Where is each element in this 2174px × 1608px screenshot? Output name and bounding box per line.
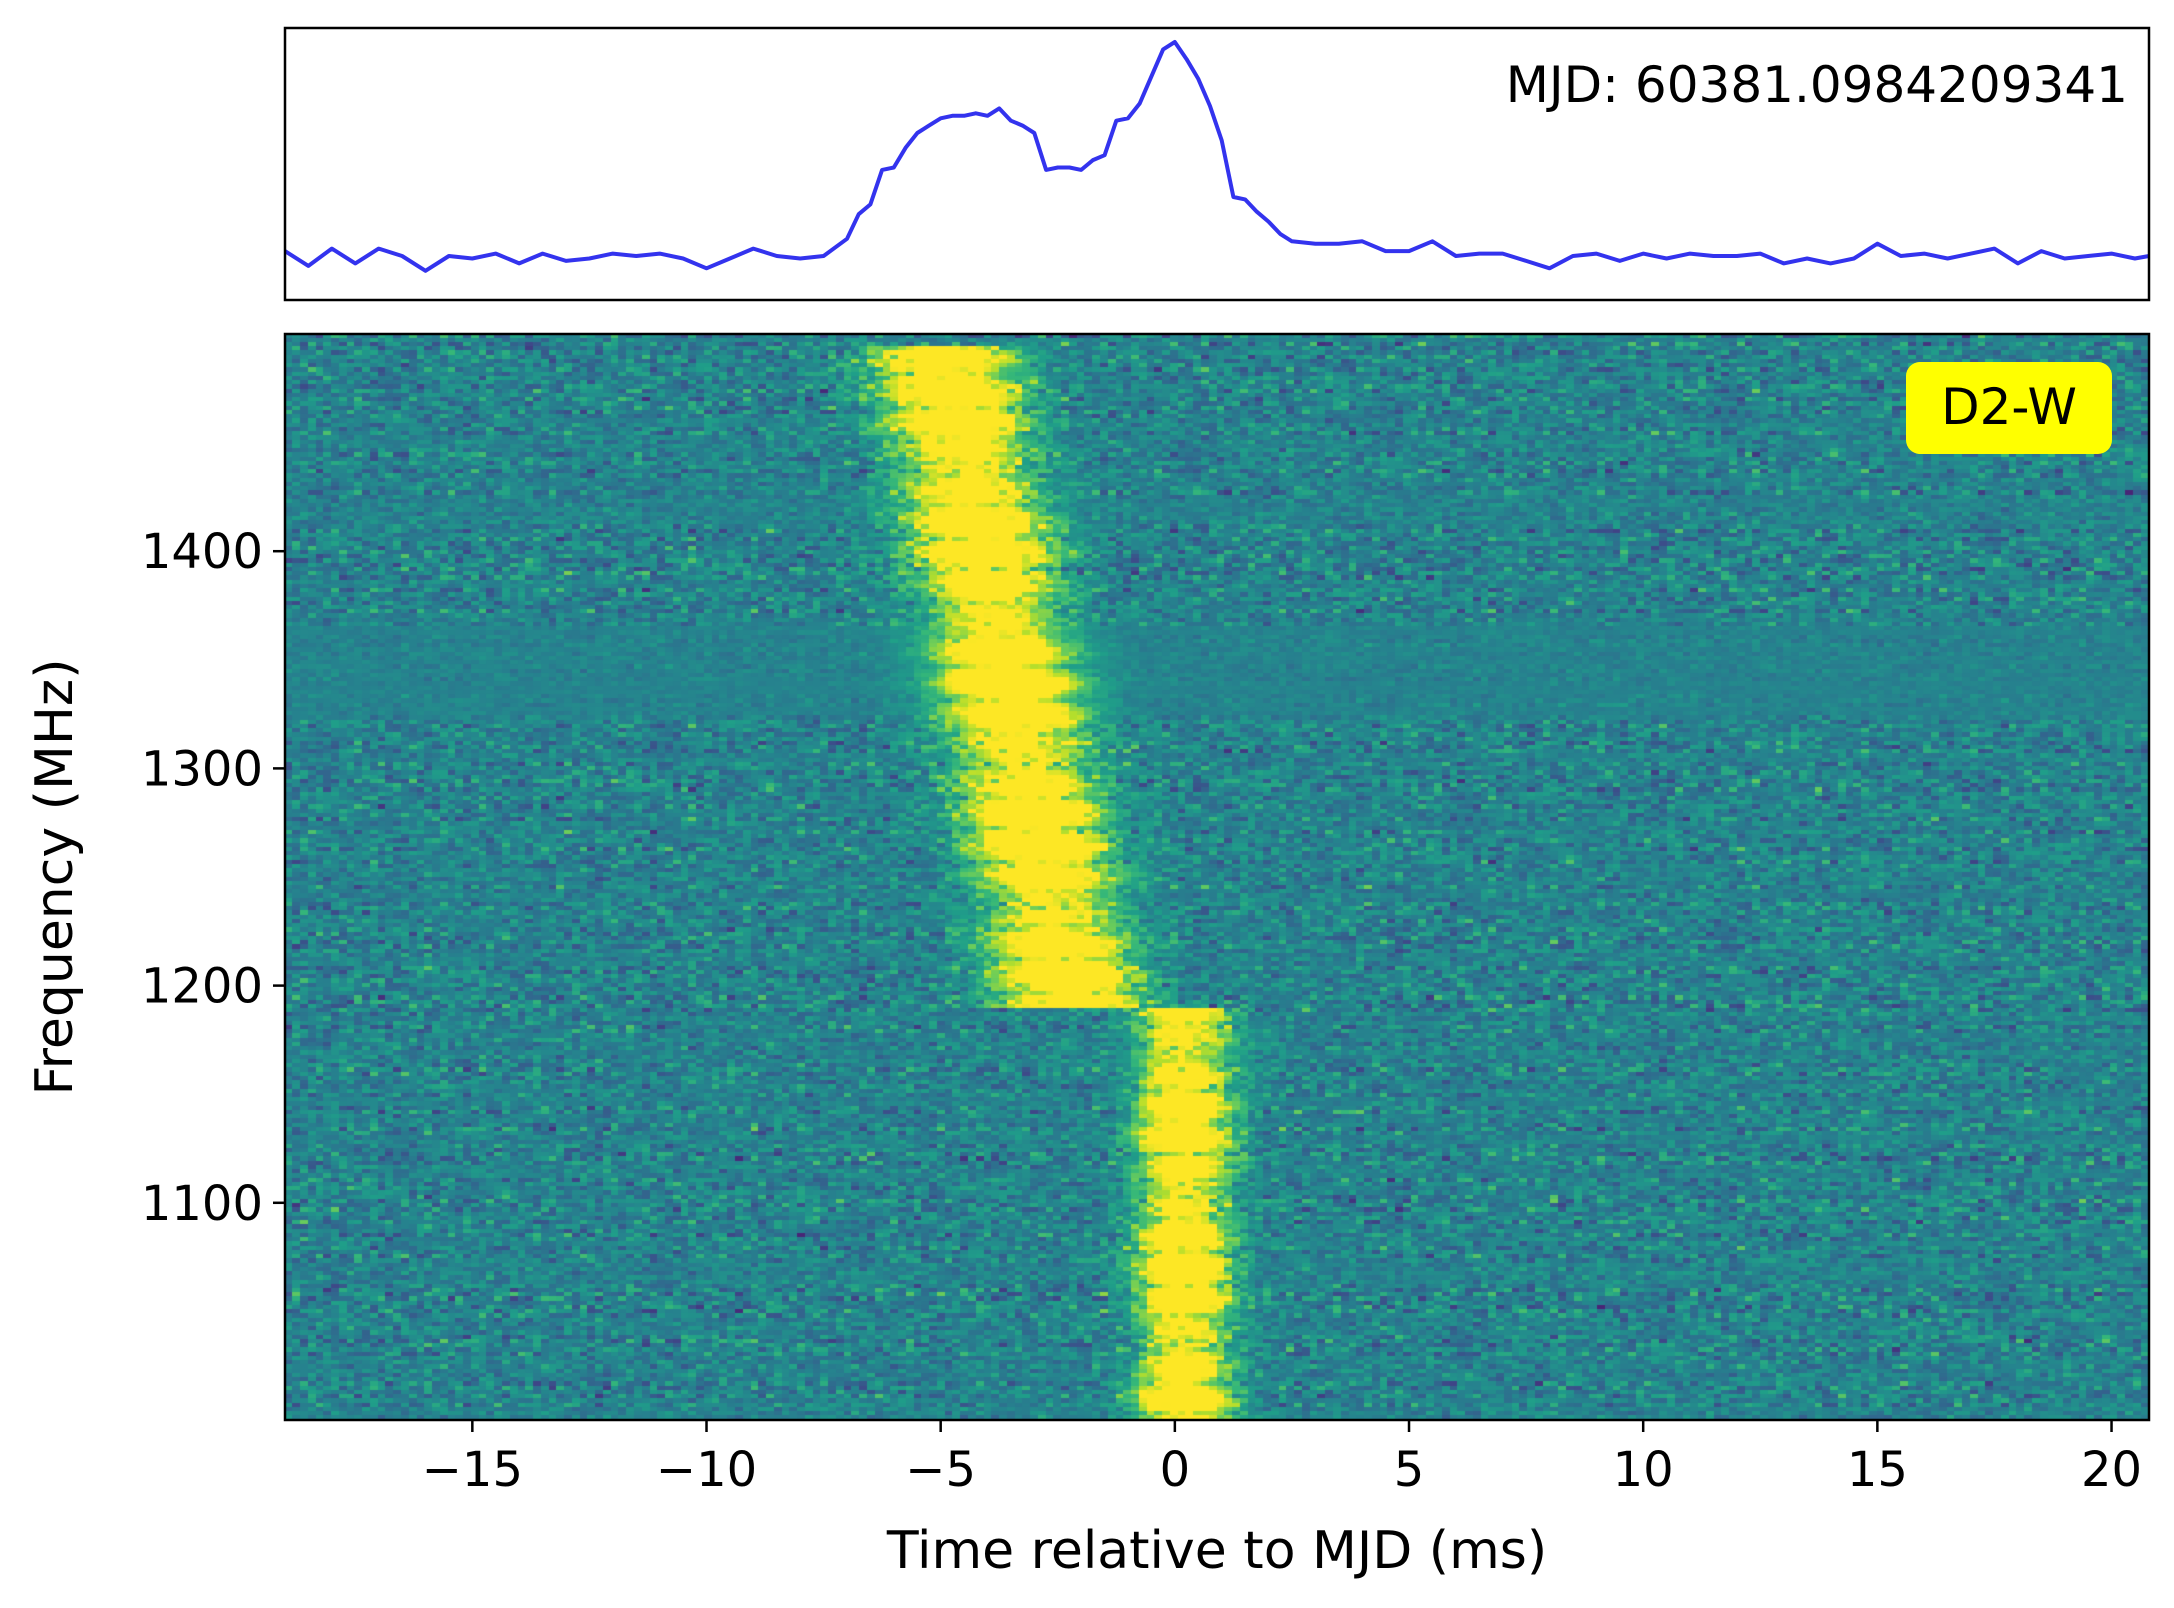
x-tick-label: −5 <box>905 1442 976 1498</box>
y-axis-ticks: 1100 1200 1300 1400 <box>141 524 285 1232</box>
x-tick-label: 10 <box>1613 1442 1674 1498</box>
profile-frame <box>283 26 2151 302</box>
y-tick-label: 1300 <box>141 741 263 797</box>
y-tick-label: 1200 <box>141 959 263 1015</box>
badge-background <box>1906 362 2112 454</box>
x-axis-label: Time relative to MJD (ms) <box>886 1521 1547 1581</box>
y-tick-label: 1100 <box>141 1176 263 1232</box>
y-tick-label: 1400 <box>141 524 263 580</box>
mjd-annotation: MJD: 60381.0984209341 <box>1506 56 2128 114</box>
y-axis-label: Frequency (MHz) <box>25 659 85 1096</box>
dynamic-spectrum-panel: D2-W −15 −10 −5 0 5 10 15 20 1100 1200 1300 1400 T… <box>25 332 2151 1581</box>
x-axis-ticks: −15 −10 −5 0 5 10 15 20 <box>422 1420 2142 1498</box>
profile-background <box>285 28 2149 300</box>
profile-line <box>283 40 2150 273</box>
x-tick-label: 15 <box>1847 1442 1908 1498</box>
x-tick-label: 5 <box>1394 1442 1425 1498</box>
detector-badge: D2-W <box>1906 362 2112 454</box>
x-tick-label: −15 <box>422 1442 523 1498</box>
spectrum-frame <box>283 332 2151 1422</box>
x-tick-label: 0 <box>1160 1442 1191 1498</box>
badge-label: D2-W <box>1941 378 2077 436</box>
dynamic-spectrum-image <box>285 334 2149 1420</box>
pulse-profile-panel: MJD: 60381.0984209341 <box>283 26 2151 302</box>
x-tick-label: 20 <box>2081 1442 2142 1498</box>
x-tick-label: −10 <box>656 1442 757 1498</box>
